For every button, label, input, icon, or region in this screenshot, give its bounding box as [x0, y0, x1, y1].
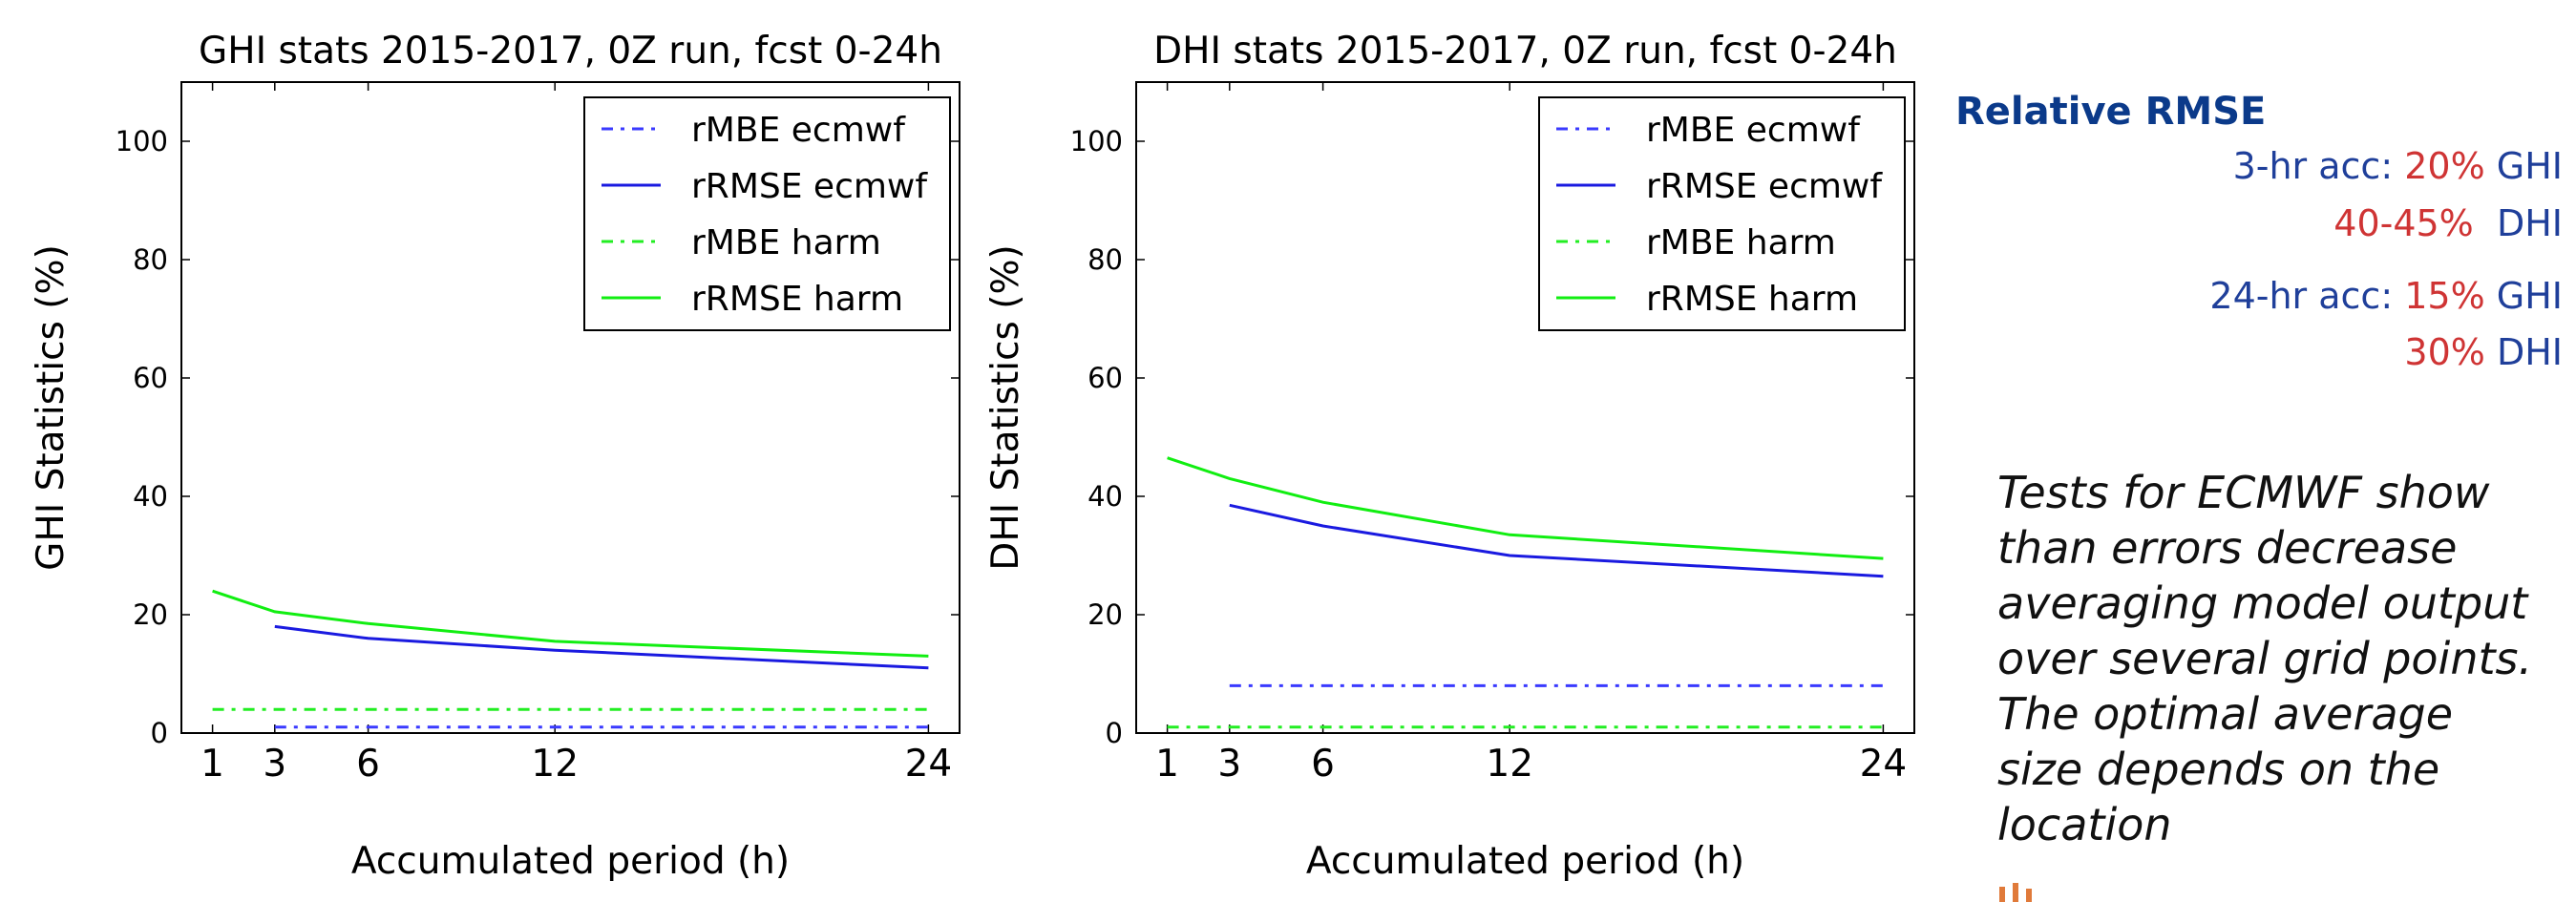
- ghi-chart-svg: GHI stats 2015-2017, 0Z run, fcst 0-24h 0…: [30, 30, 961, 883]
- acc-row-value: 20%: [2404, 145, 2485, 187]
- legend-label: rMBE ecmwf: [691, 111, 906, 150]
- acc-row-unit: DHI: [2484, 331, 2563, 373]
- x-tick-label: 12: [1486, 743, 1533, 786]
- note-line: than errors decrease: [1997, 522, 2458, 574]
- y-tick-label: 60: [1087, 362, 1123, 394]
- note-line: Tests for ECMWF show: [1997, 467, 2490, 518]
- legend-label: rRMSE ecmwf: [691, 167, 928, 206]
- y-tick-label: 60: [133, 362, 168, 394]
- acc-row-value: 40-45%: [2333, 202, 2474, 244]
- legend-label: rMBE harm: [691, 223, 881, 262]
- y-tick-label: 0: [1106, 717, 1123, 749]
- legend-label: rMBE harm: [1646, 223, 1836, 262]
- legend-box: [583, 96, 951, 331]
- plot-frame: [1135, 81, 1915, 734]
- y-tick-label: 0: [151, 717, 168, 749]
- legend-label: rRMSE harm: [691, 280, 903, 319]
- acc-row-unit: DHI: [2473, 202, 2563, 244]
- series-line: [212, 589, 929, 658]
- y-axis-label: DHI Statistics (%): [984, 244, 1027, 570]
- acc-row-unit: GHI: [2484, 145, 2563, 187]
- series-line: [1167, 456, 1884, 560]
- ecmwf-note: Tests for ECMWF show than errors decreas…: [1997, 465, 2570, 852]
- note-line: size depends on the: [1997, 744, 2440, 795]
- note-line: averaging model output: [1997, 577, 2528, 629]
- legend-label: rRMSE ecmwf: [1646, 167, 1883, 206]
- note-line: location: [1997, 799, 2172, 850]
- x-tick-label: 3: [1217, 743, 1241, 786]
- acc-row-24hr-dhi: 30% DHI: [2404, 331, 2563, 373]
- legend-label: rRMSE harm: [1646, 280, 1858, 319]
- summary-panel: Relative RMSE 3-hr acc: 20% GHI 40-45% D…: [1948, 0, 2576, 902]
- acc-row-value: 30%: [2404, 331, 2485, 373]
- y-tick-label: 20: [133, 598, 168, 631]
- plot-frame: [180, 81, 961, 734]
- x-tick-label: 1: [1155, 743, 1179, 786]
- y-tick-label: 40: [1087, 480, 1123, 513]
- x-tick-label: 24: [905, 743, 953, 786]
- dhi-chart: DHI stats 2015-2017, 0Z run, fcst 0-24h 0…: [955, 0, 1948, 902]
- legend-box: [1538, 96, 1906, 331]
- legend-label: rMBE ecmwf: [1646, 111, 1861, 150]
- dhi-chart-svg: DHI stats 2015-2017, 0Z run, fcst 0-24h 0…: [984, 30, 1915, 883]
- x-tick-label: 24: [1860, 743, 1908, 786]
- x-axis-label: Accumulated period (h): [351, 840, 790, 883]
- acc-row-unit: GHI: [2484, 275, 2563, 317]
- acc-row-prefix: 3-hr acc:: [2232, 145, 2405, 187]
- y-tick-label: 80: [1087, 243, 1123, 276]
- y-tick-label: 100: [116, 125, 168, 157]
- x-axis-label: Accumulated period (h): [1306, 840, 1744, 883]
- acc-row-3hr-ghi: 3-hr acc: 20% GHI: [2233, 145, 2563, 187]
- acc-row-value: 15%: [2404, 275, 2485, 317]
- series-line: [274, 624, 929, 670]
- x-tick-label: 1: [201, 743, 224, 786]
- x-tick-label: 12: [531, 743, 579, 786]
- acc-row-24hr-ghi: 24-hr acc: 15% GHI: [2209, 275, 2563, 317]
- note-line: The optimal average: [1997, 688, 2454, 740]
- logo-icon: [1999, 883, 2032, 902]
- chart-title: DHI stats 2015-2017, 0Z run, fcst 0-24h: [1153, 30, 1897, 73]
- y-axis-label: GHI Statistics (%): [30, 244, 73, 571]
- y-tick-label: 100: [1070, 125, 1123, 157]
- x-tick-label: 3: [263, 743, 286, 786]
- series-line: [1229, 503, 1884, 578]
- relative-rmse-title: Relative RMSE: [1955, 90, 2267, 134]
- ghi-chart: GHI stats 2015-2017, 0Z run, fcst 0-24h 0…: [0, 0, 983, 902]
- y-tick-label: 40: [133, 480, 168, 513]
- acc-row-prefix: 24-hr acc:: [2209, 275, 2405, 317]
- y-tick-label: 80: [133, 243, 168, 276]
- x-tick-label: 6: [1311, 743, 1335, 786]
- chart-title: GHI stats 2015-2017, 0Z run, fcst 0-24h: [199, 30, 942, 73]
- x-tick-label: 6: [356, 743, 380, 786]
- acc-row-3hr-dhi: 40-45% DHI: [2333, 202, 2563, 244]
- y-tick-label: 20: [1087, 598, 1123, 631]
- note-line: over several grid points.: [1997, 633, 2533, 684]
